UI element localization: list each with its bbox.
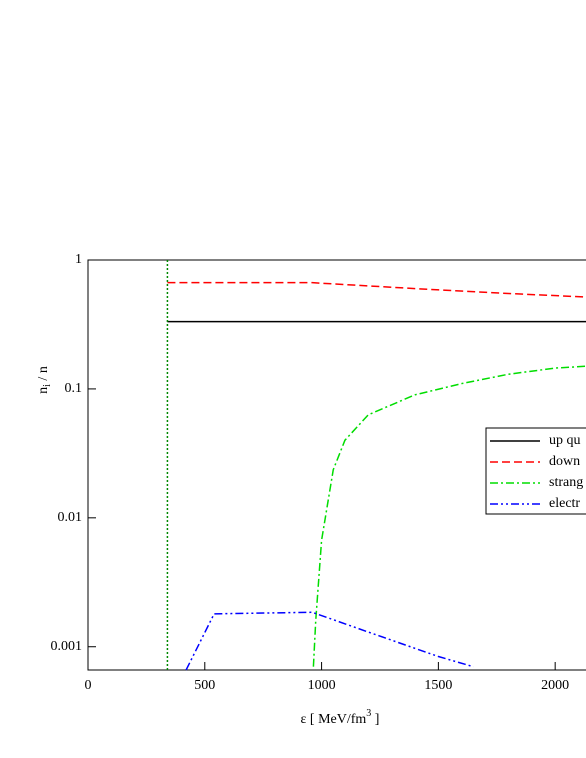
y-axis-label: ni / n xyxy=(36,366,53,394)
x-label-sup: 3 xyxy=(366,708,371,719)
y-tick-label: 0.01 xyxy=(58,510,83,525)
x-tick-label: 500 xyxy=(194,678,215,693)
x-label-rest: ] xyxy=(371,712,379,727)
y-tick-label: 0.001 xyxy=(51,639,83,654)
legend-label: strang xyxy=(549,475,583,490)
plot-frame xyxy=(87,259,586,671)
x-tick-label: 0 xyxy=(85,678,92,693)
legend-label: down xyxy=(549,454,580,469)
legend-label: up qu xyxy=(549,433,581,448)
x-tick-label: 1000 xyxy=(308,678,336,693)
x-label-main: ε [ MeV/fm xyxy=(301,712,367,727)
y-label-sub: i xyxy=(42,384,53,387)
y-tick-label: 0.1 xyxy=(65,381,83,396)
series-line xyxy=(312,365,586,667)
y-label-main: n xyxy=(36,387,51,394)
x-tick-label: 2000 xyxy=(541,678,569,693)
x-axis-label: ε [ MeV/fm3 ] xyxy=(301,708,380,727)
y-tick-label: 1 xyxy=(75,252,82,267)
series-line xyxy=(167,281,586,298)
legend-label: electr xyxy=(549,496,580,511)
series-line xyxy=(185,611,474,671)
legend-box xyxy=(485,427,586,515)
x-tick-label: 1500 xyxy=(424,678,452,693)
y-label-rest: / n xyxy=(36,366,51,384)
